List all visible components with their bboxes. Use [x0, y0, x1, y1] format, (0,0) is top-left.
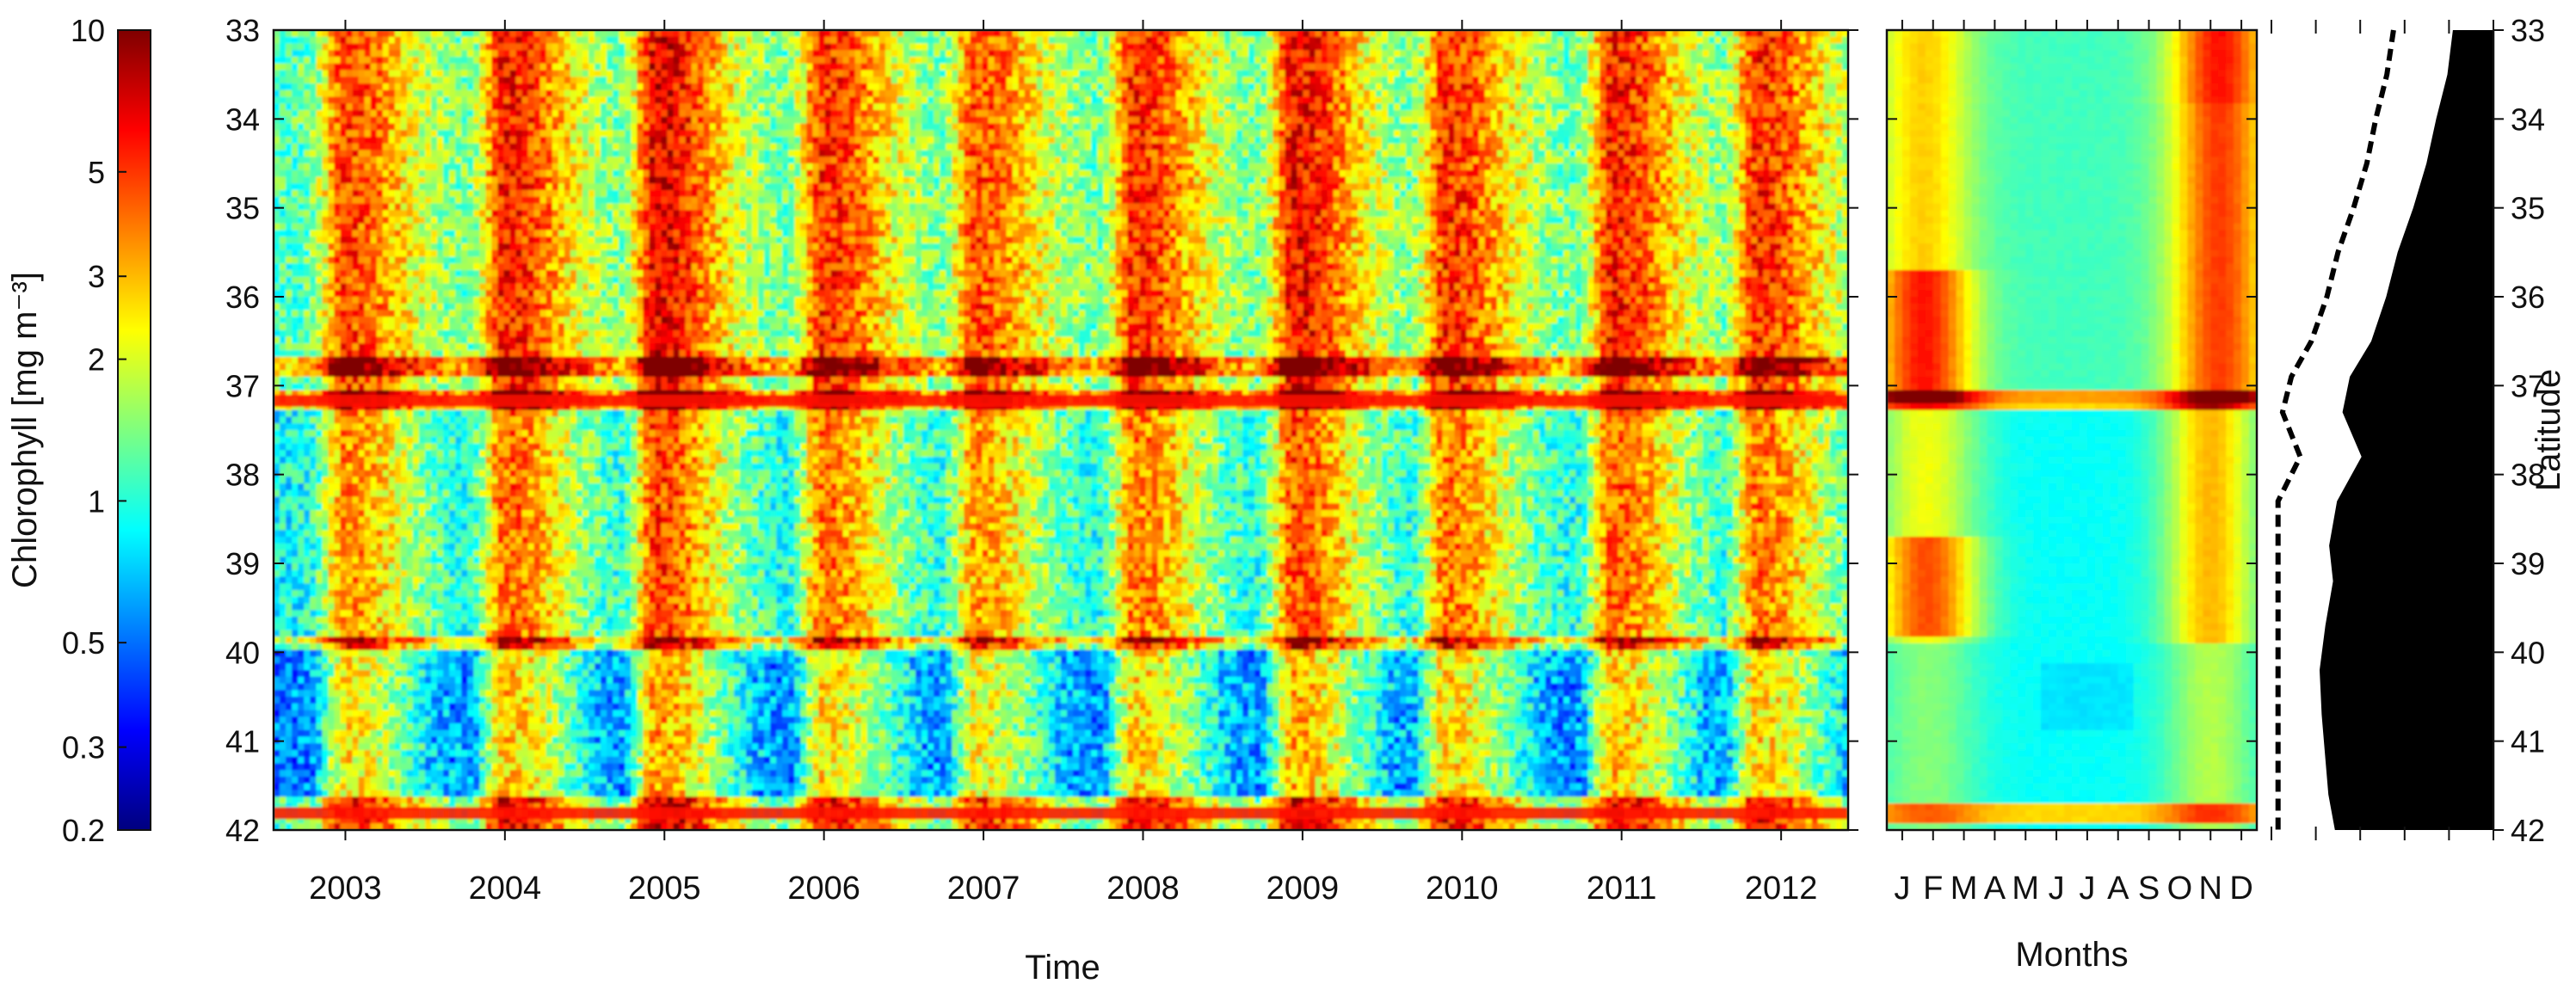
island — [2351, 669, 2361, 679]
coastline-map — [2271, 20, 2495, 840]
hovmoller-y-ticks: 33 34 35 36 37 38 39 40 41 42 — [225, 13, 1858, 848]
y-tick-label: 36 — [225, 280, 260, 315]
colorbar-tick-label: 5 — [88, 155, 105, 190]
coastline-panel: 33 34 35 36 37 38 39 40 41 42 Latitude — [2271, 13, 2567, 848]
month-tick-label: O — [2167, 870, 2193, 907]
latitude-tick-label: 38 — [2511, 458, 2545, 493]
latitude-ticks: 33 34 35 36 37 38 39 40 41 42 — [2493, 13, 2545, 848]
latitude-tick-label: 39 — [2511, 546, 2545, 581]
colorbar-tick-label: 0.2 — [62, 813, 105, 848]
month-tick-label: J — [1894, 870, 1910, 907]
climatology-heatmap — [1887, 30, 2257, 830]
colorbar-tick-label: 2 — [88, 342, 105, 378]
offshore-dashed-line — [2275, 29, 2396, 830]
latitude-tick-label: 34 — [2511, 101, 2545, 137]
y-tick-label: 34 — [225, 101, 260, 137]
month-tick-label: J — [2049, 870, 2065, 907]
climatology-frame — [1885, 28, 2259, 832]
land-mass — [2320, 30, 2493, 830]
y-tick-label: 40 — [225, 635, 260, 670]
month-tick-label: M — [2012, 870, 2039, 907]
y-tick-label: 38 — [225, 458, 260, 493]
island — [2396, 697, 2404, 705]
y-tick-label: 41 — [225, 724, 260, 759]
x-tick-label: 2006 — [787, 870, 860, 907]
island — [2366, 767, 2376, 777]
month-tick-label: A — [1984, 870, 2006, 907]
high-chl-band — [274, 394, 1848, 407]
x-tick-label: 2009 — [1266, 870, 1340, 907]
latitude-tick-label: 35 — [2511, 191, 2545, 226]
y-tick-label: 33 — [225, 13, 260, 48]
hovmoller-frame — [272, 28, 1850, 832]
hovmoller-panel: 2003 2004 2005 2006 2007 2008 2009 2010 2011 2012… — [225, 13, 1858, 987]
colorbar-tick-label: 0.3 — [62, 730, 105, 766]
colorbar-tick-label: 1 — [88, 483, 105, 519]
high-chl-band — [274, 807, 1848, 820]
month-tick-label: N — [2199, 870, 2222, 907]
x-tick-label: 2011 — [1587, 870, 1657, 907]
x-tick-label: 2010 — [1426, 870, 1499, 907]
x-tick-label: 2007 — [947, 870, 1020, 907]
y-tick-label: 42 — [225, 813, 260, 848]
hovmoller-heatmap — [274, 30, 1848, 830]
month-tick-label: F — [1923, 870, 1943, 907]
month-tick-label: J — [2079, 870, 2095, 907]
y-tick-label: 37 — [225, 368, 260, 403]
month-tick-label: M — [1950, 870, 1978, 907]
colorbar-label: Chlorophyll [mg m⁻³] — [6, 272, 44, 588]
x-tick-label: 2012 — [1745, 870, 1818, 907]
x-tick-label: 2008 — [1106, 870, 1180, 907]
colorbar-ticks: 10 5 3 2 1 0.5 0.3 0.2 — [62, 13, 126, 848]
hovmoller-x-ticks: 2003 2004 2005 2006 2007 2008 2009 2010 2011 2012 — [309, 20, 1817, 907]
colorbar-bar — [117, 29, 151, 831]
month-tick-label: S — [2138, 870, 2160, 907]
colorbar: 10 5 3 2 1 0.5 0.3 0.2 Chlorophyll [mg m⁻³] — [6, 13, 151, 848]
climatology-x-label: Months — [2015, 936, 2128, 974]
island — [2355, 709, 2365, 720]
colorbar-tick-label: 3 — [88, 259, 105, 294]
latitude-tick-label: 41 — [2511, 724, 2545, 759]
y-tick-label: 35 — [225, 191, 260, 226]
month-tick-label: A — [2107, 870, 2129, 907]
latitude-label: Latitude — [2530, 369, 2567, 491]
colorbar-tick-label: 10 — [71, 13, 105, 48]
latitude-tick-label: 42 — [2511, 813, 2545, 848]
latitude-tick-label: 33 — [2511, 13, 2545, 48]
y-tick-label: 39 — [225, 546, 260, 581]
latitude-tick-label: 40 — [2511, 635, 2545, 670]
hovmoller-x-label: Time — [1025, 949, 1100, 987]
x-tick-label: 2003 — [309, 870, 382, 907]
latitude-tick-label: 37 — [2511, 368, 2545, 403]
colorbar-tick-label: 0.5 — [62, 625, 105, 661]
x-tick-label: 2004 — [469, 870, 542, 907]
latitude-tick-label: 36 — [2511, 280, 2545, 315]
month-tick-label: D — [2229, 870, 2252, 907]
x-tick-label: 2005 — [628, 870, 701, 907]
island — [2406, 752, 2412, 758]
